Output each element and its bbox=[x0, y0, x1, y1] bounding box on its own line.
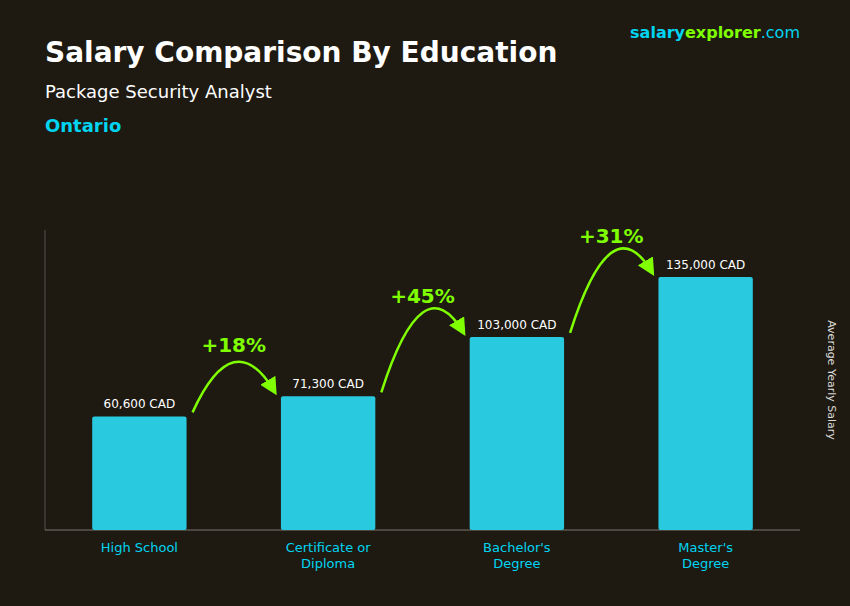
x-tick-label: Bachelor'sDegree bbox=[483, 540, 551, 571]
brand-part: .com bbox=[761, 23, 800, 42]
x-tick-label: Master'sDegree bbox=[678, 540, 733, 571]
x-tick-label: High School bbox=[101, 540, 178, 555]
data-label: 71,300 CAD bbox=[292, 377, 364, 391]
annotation: Ontario bbox=[45, 115, 121, 136]
y-axis-line bbox=[45, 230, 46, 530]
bar bbox=[92, 416, 186, 530]
change-label: +31% bbox=[579, 224, 644, 248]
bars bbox=[92, 277, 753, 530]
change-arrow bbox=[193, 362, 275, 413]
subtitle: Package Security Analyst bbox=[45, 81, 272, 102]
bar bbox=[281, 396, 375, 530]
title: Salary Comparison By Education bbox=[45, 36, 557, 69]
change-label: +45% bbox=[390, 284, 455, 308]
data-label: 60,600 CAD bbox=[104, 397, 176, 411]
brand-part: salary bbox=[630, 23, 685, 42]
data-label: 135,000 CAD bbox=[666, 258, 745, 272]
chart: Salary Comparison By Education Package Se… bbox=[0, 0, 850, 606]
brand: salaryexplorer.com bbox=[630, 23, 800, 42]
brand-part: explorer bbox=[685, 23, 761, 42]
x-tick-label: Certificate orDiploma bbox=[286, 540, 372, 571]
background bbox=[0, 0, 850, 606]
data-label: 103,000 CAD bbox=[477, 318, 556, 332]
change-arrow bbox=[381, 308, 463, 392]
change-label: +18% bbox=[201, 333, 266, 357]
bar bbox=[658, 277, 752, 530]
y-axis-label: Average Yearly Salary bbox=[825, 320, 838, 440]
bar bbox=[470, 337, 564, 530]
change-arrow bbox=[570, 248, 652, 333]
